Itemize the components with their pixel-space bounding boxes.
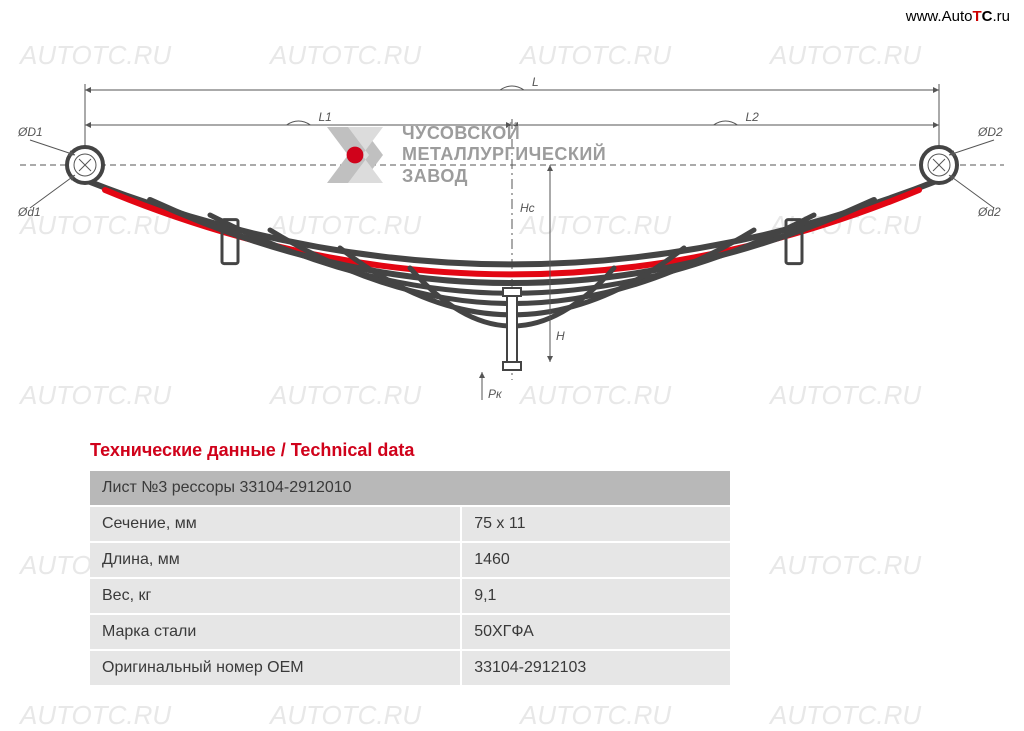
row-value: 50ХГФА [461,614,730,650]
svg-text:H: H [556,329,565,343]
table-header-row: Лист №3 рессоры 33104-2912010 [90,471,730,506]
row-label: Длина, мм [90,542,461,578]
svg-text:Ød1: Ød1 [17,205,41,219]
source-link: www.AutoTC.ru [906,8,1010,25]
row-value: 1460 [461,542,730,578]
link-t: T [972,8,981,25]
watermark-text: AUTOTC.RU [770,550,921,581]
technical-data-table: Лист №3 рессоры 33104-2912010 Сечение, м… [90,471,730,687]
link-auto: Auto [942,8,973,25]
row-label: Сечение, мм [90,506,461,542]
technical-data-block: Технические данные / Technical data Лист… [90,440,730,687]
watermark-text: AUTOTC.RU [520,700,671,731]
table-row: Оригинальный номер OEM33104-2912103 [90,650,730,686]
logo-icon [320,120,390,190]
logo-text: ЧУСОВСКОЙ МЕТАЛЛУРГИЧЕСКИЙ ЗАВОД [402,123,606,188]
manufacturer-logo: ЧУСОВСКОЙ МЕТАЛЛУРГИЧЕСКИЙ ЗАВОД [320,120,606,190]
svg-text:ØD2: ØD2 [977,125,1003,139]
watermark-text: AUTOTC.RU [270,700,421,731]
table-row: Сечение, мм75 x 11 [90,506,730,542]
row-label: Вес, кг [90,578,461,614]
svg-text:Ød2: Ød2 [977,205,1001,219]
link-www: www. [906,8,942,25]
watermark-text: AUTOTC.RU [20,700,171,731]
watermark-text: AUTOTC.RU [770,700,921,731]
svg-text:L: L [532,75,539,89]
link-c: C [982,8,993,25]
link-ru: .ru [992,8,1010,25]
logo-line2: МЕТАЛЛУРГИЧЕСКИЙ [402,144,606,166]
logo-line3: ЗАВОД [402,166,606,188]
svg-text:Hс: Hс [520,201,535,215]
svg-text:L2: L2 [746,110,760,124]
row-value: 75 x 11 [461,506,730,542]
table-row: Вес, кг9,1 [90,578,730,614]
table-title: Технические данные / Technical data [90,440,730,461]
row-value: 9,1 [461,578,730,614]
row-label: Марка стали [90,614,461,650]
svg-text:ØD1: ØD1 [17,125,43,139]
svg-text:Pк: Pк [488,387,503,401]
table-header-cell: Лист №3 рессоры 33104-2912010 [90,471,730,506]
row-label: Оригинальный номер OEM [90,650,461,686]
table-row: Марка стали50ХГФА [90,614,730,650]
logo-line1: ЧУСОВСКОЙ [402,123,606,145]
leaf-spring-drawing: LL1L2ØD1Ød1ØD2Ød2HHсPк [0,40,1024,410]
table-row: Длина, мм1460 [90,542,730,578]
row-value: 33104-2912103 [461,650,730,686]
